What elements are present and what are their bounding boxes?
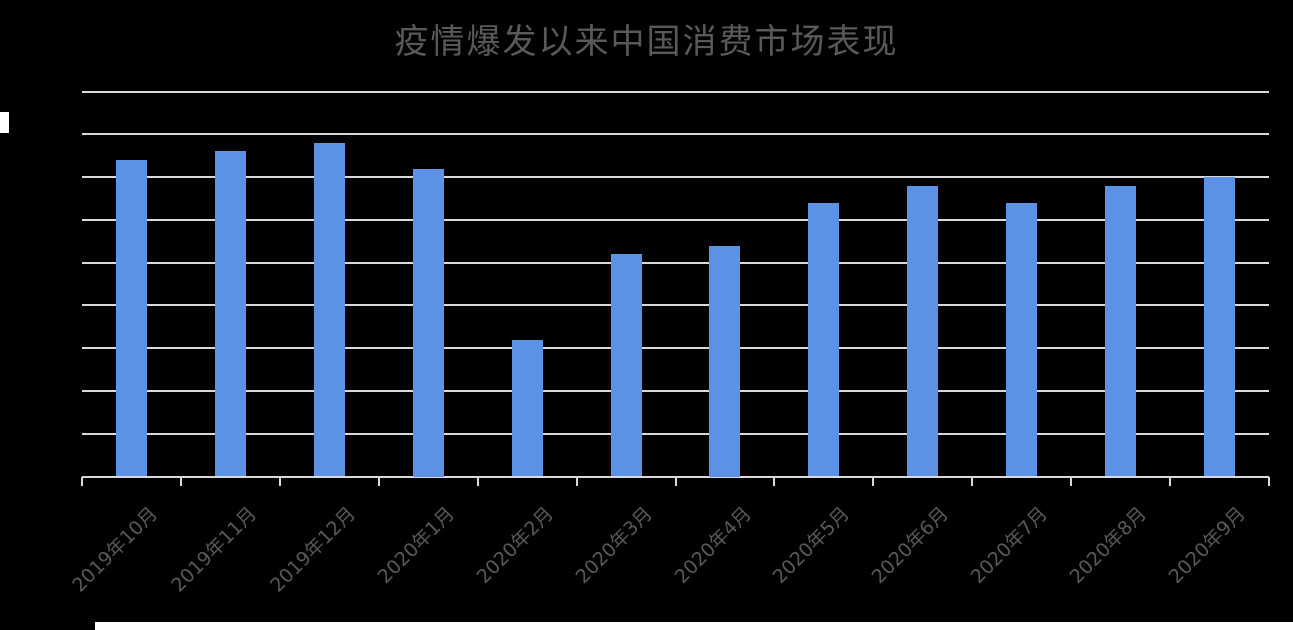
gridline bbox=[82, 432, 1269, 435]
gridline bbox=[82, 304, 1269, 307]
x-axis-label: 2020年8月 bbox=[1065, 502, 1152, 589]
bar-9 bbox=[907, 185, 939, 477]
bar-3 bbox=[313, 142, 345, 477]
bar-6 bbox=[610, 254, 642, 477]
x-axis-label: 2020年6月 bbox=[868, 502, 954, 589]
x-axis-label: 2019年11月 bbox=[167, 502, 261, 597]
gridline bbox=[82, 133, 1269, 136]
x-axis-tick bbox=[674, 476, 677, 486]
x-axis-tick bbox=[81, 476, 83, 486]
gridline bbox=[82, 261, 1269, 264]
x-axis-tick bbox=[278, 476, 281, 486]
x-axis-tick bbox=[971, 476, 974, 486]
bar-5 bbox=[511, 339, 543, 477]
bar-12 bbox=[1204, 177, 1236, 477]
x-axis-tick bbox=[1070, 476, 1073, 486]
gridline bbox=[82, 389, 1269, 392]
gridline bbox=[82, 218, 1269, 221]
x-axis-label: 2019年12月 bbox=[265, 502, 360, 597]
x-axis-tick bbox=[1169, 476, 1172, 486]
x-axis-label: 2019年10月 bbox=[68, 502, 162, 597]
x-axis-label: 2020年5月 bbox=[769, 502, 855, 589]
bar-1 bbox=[115, 159, 147, 477]
x-axis-label: 2020年4月 bbox=[670, 502, 756, 589]
x-axis-tick bbox=[1268, 476, 1270, 486]
x-axis-tick bbox=[872, 476, 875, 486]
x-axis-label: 2020年9月 bbox=[1164, 502, 1250, 589]
bar-7 bbox=[709, 245, 741, 477]
x-axis-tick bbox=[773, 476, 776, 486]
x-axis-label: 2020年2月 bbox=[472, 502, 558, 589]
gridline bbox=[82, 176, 1269, 179]
x-axis-label: 2020年7月 bbox=[966, 502, 1053, 589]
bar-2 bbox=[214, 151, 246, 477]
x-axis-tick bbox=[575, 476, 578, 486]
left-edge-white-artifact bbox=[0, 112, 9, 133]
x-axis-tick bbox=[476, 476, 479, 486]
bottom-white-strip-artifact bbox=[95, 622, 1293, 630]
x-axis-label: 2020年1月 bbox=[373, 502, 459, 589]
bar-4 bbox=[412, 168, 444, 477]
chart-title: 疫情爆发以来中国消费市场表现 bbox=[394, 22, 899, 62]
bar-11 bbox=[1105, 185, 1137, 477]
x-axis-tick bbox=[377, 476, 380, 486]
bar-10 bbox=[1006, 202, 1038, 477]
bar-8 bbox=[808, 202, 840, 477]
gridline bbox=[82, 347, 1269, 350]
x-axis-tick bbox=[179, 476, 182, 486]
x-axis-label: 2020年3月 bbox=[571, 502, 657, 589]
gridline bbox=[82, 90, 1269, 93]
